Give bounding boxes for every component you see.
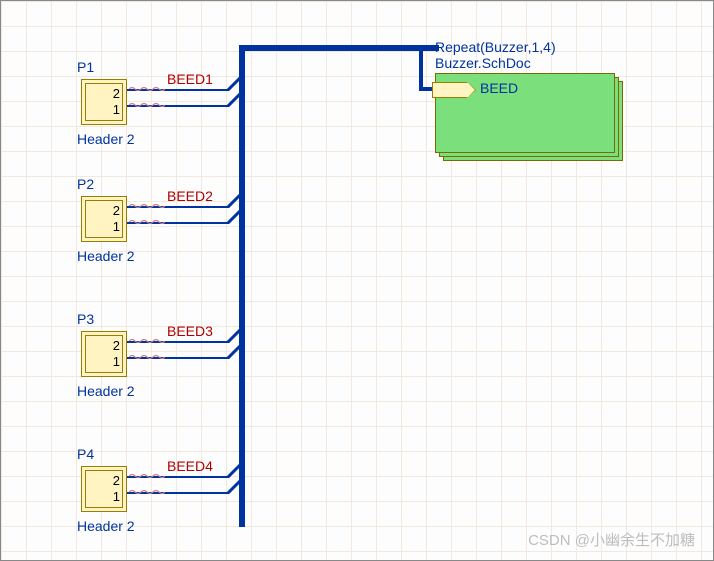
designator-p1: P1	[77, 59, 94, 75]
pin-p3-1: 1	[113, 354, 120, 369]
pin-p4-1: 1	[113, 489, 120, 504]
pin-p2-2: 2	[113, 203, 120, 218]
netlabel-p2[interactable]: BEED2	[167, 188, 213, 204]
no-erc-p1-2	[129, 86, 165, 92]
sheet-symbol[interactable]: Repeat(Buzzer,1,4) Buzzer.SchDoc BEED	[435, 73, 625, 163]
pin-p1-2: 2	[113, 86, 120, 101]
no-erc-p1-1	[129, 102, 165, 108]
body-p1: 2 1	[81, 79, 127, 125]
bus-entry-p4-2	[227, 464, 241, 478]
bus-to-sheet	[419, 87, 433, 91]
no-erc-p2-1	[129, 219, 165, 225]
bus-entry-p2-1	[227, 210, 241, 224]
netlabel-p3[interactable]: BEED3	[167, 323, 213, 339]
body-p2: 2 1	[81, 196, 127, 242]
body-p4: 2 1	[81, 466, 127, 512]
netlabel-p1[interactable]: BEED1	[167, 71, 213, 87]
footer-p1: Header 2	[77, 131, 135, 147]
no-erc-p4-2	[129, 473, 165, 479]
footer-p4: Header 2	[77, 518, 135, 534]
pin-p1-1: 1	[113, 102, 120, 117]
pin-p3-2: 2	[113, 338, 120, 353]
designator-p4: P4	[77, 446, 94, 462]
bus-entry-p3-2	[227, 329, 241, 343]
bus-entry-p4-1	[227, 480, 241, 494]
footer-p3: Header 2	[77, 383, 135, 399]
bus-entry-p1-2	[227, 77, 241, 91]
no-erc-p2-2	[129, 203, 165, 209]
pin-p4-2: 2	[113, 473, 120, 488]
bus-horizontal	[239, 45, 439, 51]
bus-entry-p3-1	[227, 345, 241, 359]
sheet-front: BEED	[435, 73, 615, 153]
sheet-port[interactable]	[432, 82, 468, 98]
sheet-doc-text: Buzzer.SchDoc	[435, 55, 531, 71]
bus-entry-p2-2	[227, 194, 241, 208]
no-erc-p4-1	[129, 489, 165, 495]
netlabel-p4[interactable]: BEED4	[167, 458, 213, 474]
designator-p2: P2	[77, 176, 94, 192]
no-erc-p3-1	[129, 354, 165, 360]
bus-entry-p1-1	[227, 93, 241, 107]
schematic-canvas: Repeat(Buzzer,1,4) Buzzer.SchDoc BEED P1…	[0, 0, 714, 561]
sheet-port-label: BEED	[480, 80, 518, 96]
no-erc-p3-2	[129, 338, 165, 344]
body-p3: 2 1	[81, 331, 127, 377]
designator-p3: P3	[77, 311, 94, 327]
sheet-repeat-text: Repeat(Buzzer,1,4)	[435, 39, 556, 55]
watermark: CSDN @小幽余生不加糖	[528, 529, 695, 550]
footer-p2: Header 2	[77, 248, 135, 264]
pin-p2-1: 1	[113, 219, 120, 234]
bus-vertical	[239, 45, 245, 527]
bus-drop	[419, 45, 423, 89]
